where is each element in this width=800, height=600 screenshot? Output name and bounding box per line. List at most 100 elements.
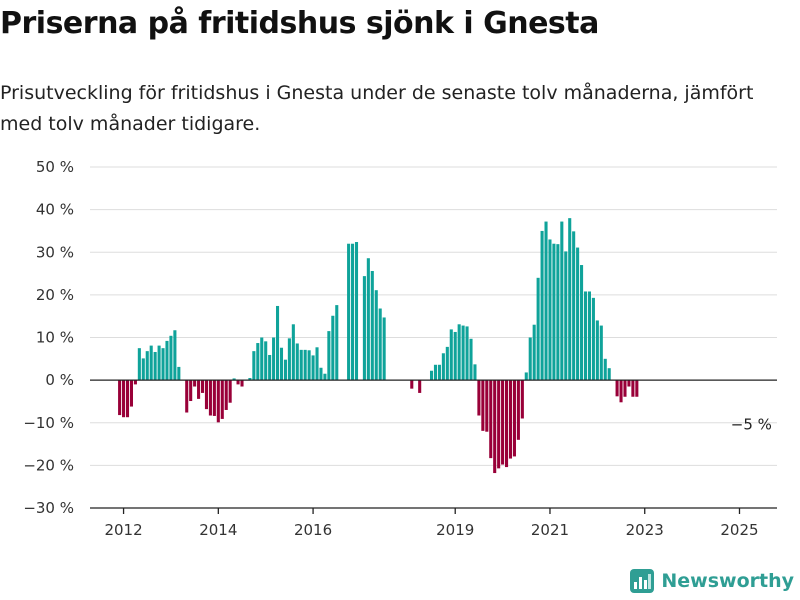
bar: [122, 380, 126, 418]
bar: [528, 337, 532, 381]
bar: [493, 380, 497, 474]
x-axis-labels: 2012 2014 2016 2019 2021 2023 2025: [104, 521, 758, 539]
bar: [323, 373, 327, 381]
bar: [208, 380, 212, 416]
bar: [540, 230, 544, 381]
bar: [319, 367, 323, 381]
bar: [256, 343, 260, 381]
bar: [544, 221, 548, 381]
bar: [177, 366, 181, 381]
bar: [291, 324, 295, 381]
bar: [189, 380, 193, 402]
bar: [185, 380, 189, 413]
bar: [197, 380, 201, 399]
bar: [520, 380, 524, 419]
bar: [497, 380, 501, 469]
bar: [173, 330, 177, 381]
bar: [587, 291, 591, 381]
bar: [599, 325, 603, 381]
bar: [133, 380, 137, 385]
bar: [141, 358, 145, 381]
bar: [153, 351, 157, 381]
x-tick-label: 2019: [436, 521, 474, 539]
bar: [374, 290, 378, 381]
bar: [315, 347, 319, 381]
bar: [366, 258, 370, 381]
bar: [623, 380, 627, 397]
bar: [299, 349, 303, 381]
x-tick-label: 2021: [531, 521, 569, 539]
bar: [619, 380, 623, 403]
bar: [437, 364, 441, 381]
bar: [252, 351, 256, 381]
bar: [248, 377, 252, 381]
bar: [591, 297, 595, 381]
bar: [354, 242, 359, 381]
bar: [576, 247, 580, 381]
bar: [287, 338, 291, 381]
bar: [583, 291, 588, 381]
bar: [193, 380, 197, 387]
chart-title: Priserna på fritidshus sjönk i Gnesta: [0, 6, 599, 41]
bar: [307, 350, 311, 381]
bar: [169, 335, 173, 381]
brand-name: Newsworthy: [661, 570, 794, 592]
bar: [260, 337, 264, 381]
bar: [536, 277, 540, 381]
axes: [90, 379, 777, 514]
bar: [631, 380, 635, 397]
bar: [505, 380, 509, 468]
bar: [129, 380, 133, 407]
bar: [295, 343, 299, 381]
last-value-annotation: −5 %: [731, 415, 772, 433]
bar: [204, 380, 209, 410]
bar: [453, 331, 457, 381]
bar: [627, 380, 631, 387]
bar: [481, 380, 485, 431]
bar: [236, 380, 240, 385]
x-tick-label: 2025: [720, 521, 758, 539]
bar: [272, 337, 276, 381]
y-tick-label: −30 %: [23, 499, 74, 517]
y-tick-label: 0 %: [45, 371, 74, 389]
y-tick-label: 50 %: [36, 158, 74, 176]
bar: [331, 315, 335, 381]
bar: [556, 244, 560, 381]
bar: [465, 326, 469, 381]
y-tick-label: 10 %: [36, 329, 74, 347]
bar: [418, 380, 422, 393]
bar: [429, 370, 434, 381]
bar: [240, 380, 244, 387]
bar: [264, 341, 268, 381]
y-tick-label: −10 %: [23, 414, 74, 432]
bar: [165, 340, 169, 381]
x-tick-label: 2014: [199, 521, 237, 539]
y-tick-label: 20 %: [36, 286, 74, 304]
bar: [615, 380, 619, 397]
bar: [161, 348, 165, 381]
bar: [485, 380, 489, 432]
bar: [595, 320, 599, 381]
bar: [516, 380, 520, 440]
newsworthy-logo-icon: [630, 569, 655, 593]
bar: [228, 380, 232, 403]
bar: [524, 372, 528, 381]
bar: [477, 380, 481, 416]
bar: [311, 355, 315, 381]
bar: [508, 380, 513, 459]
bar: [461, 325, 465, 381]
bars: [118, 218, 639, 474]
bar: [607, 368, 611, 381]
x-tick-label: 2023: [626, 521, 664, 539]
bar: [283, 359, 287, 381]
brand-logo: Newsworthy: [629, 568, 794, 594]
bar: [410, 380, 414, 389]
bar: [512, 380, 516, 457]
bar: [303, 349, 307, 381]
grid-lines: [90, 166, 777, 509]
bar: [501, 380, 505, 465]
x-tick-label: 2016: [294, 521, 332, 539]
y-tick-label: 30 %: [36, 243, 74, 261]
bar: [327, 331, 331, 381]
